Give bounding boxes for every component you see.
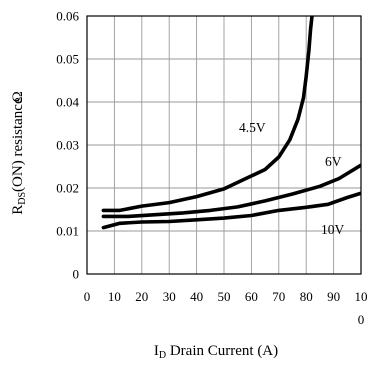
annotation-6v: 6V xyxy=(325,154,342,169)
y-tick-label: 0.05 xyxy=(56,52,79,67)
y-axis-ticks: 0 0.01 0.02 0.03 0.04 0.05 0.06 xyxy=(56,9,79,282)
series-line-4-5v xyxy=(101,16,314,213)
y-tick-label: 0 xyxy=(73,267,80,282)
y-axis-label-rest: (ON) resistance xyxy=(10,97,26,192)
x-tick-label: 0 xyxy=(84,289,91,304)
grid xyxy=(87,16,361,274)
x-tick-label: 10 xyxy=(108,289,121,304)
y-tick-label: 0.03 xyxy=(56,138,79,153)
x-tick-label: 30 xyxy=(163,289,176,304)
x-axis-ticks: 0 10 20 30 40 50 60 70 80 90 100 xyxy=(84,289,368,327)
y-axis-label-subscript: DS xyxy=(17,192,28,205)
x-axis-label-symbol: I xyxy=(154,343,159,359)
x-axis-label-subscript: D xyxy=(159,350,166,361)
series-annotations: 4.5V 6V 10V xyxy=(239,120,345,237)
y-axis-label-unit: Ω xyxy=(10,91,26,102)
x-tick-label: 50 xyxy=(218,289,231,304)
plot-frame xyxy=(86,15,362,275)
x-tick-label: 60 xyxy=(245,289,258,304)
x-tick-label-overflow: 0 xyxy=(358,312,365,327)
annotation-4-5v: 4.5V xyxy=(239,120,266,135)
y-axis-label-symbol: R xyxy=(10,205,26,215)
series-line-10v xyxy=(101,191,361,230)
x-tick-label: 40 xyxy=(190,289,203,304)
x-tick-label: 10 xyxy=(355,289,368,304)
y-axis-label: RDS(ON) resistanceΩ xyxy=(10,91,28,215)
series-layer xyxy=(101,16,361,230)
x-axis-label: ID Drain Current (A) xyxy=(154,343,278,361)
x-tick-label: 20 xyxy=(135,289,148,304)
annotation-10v: 10V xyxy=(321,222,345,237)
y-tick-label: 0.01 xyxy=(56,224,79,239)
y-tick-label: 0.04 xyxy=(56,95,79,110)
y-tick-label: 0.06 xyxy=(56,9,79,24)
x-tick-label: 90 xyxy=(327,289,340,304)
x-tick-label: 70 xyxy=(272,289,285,304)
y-tick-label: 0.02 xyxy=(56,181,79,196)
x-tick-label: 80 xyxy=(300,289,313,304)
x-axis-label-rest: Drain Current (A) xyxy=(166,343,278,359)
series-line-6v xyxy=(101,163,361,219)
